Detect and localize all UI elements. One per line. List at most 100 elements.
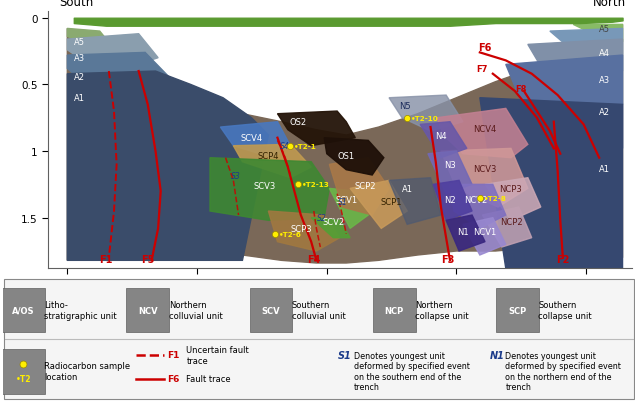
Text: N2: N2 <box>444 195 456 204</box>
Polygon shape <box>210 158 329 221</box>
Polygon shape <box>437 109 528 158</box>
Polygon shape <box>329 158 389 215</box>
Text: SCV3: SCV3 <box>253 182 276 191</box>
Text: N1: N1 <box>457 227 469 236</box>
FancyBboxPatch shape <box>249 288 292 333</box>
Text: Northern
colluvial unit: Northern colluvial unit <box>168 301 223 320</box>
Text: N5: N5 <box>399 102 410 111</box>
Polygon shape <box>450 185 506 229</box>
Text: N4: N4 <box>435 132 447 140</box>
Polygon shape <box>485 178 541 221</box>
Text: A/OS: A/OS <box>12 306 34 315</box>
Text: A3: A3 <box>599 75 611 85</box>
FancyBboxPatch shape <box>2 349 45 393</box>
Text: •T2-8: •T2-8 <box>484 195 507 201</box>
Text: Southern
collapse unit: Southern collapse unit <box>538 301 592 320</box>
FancyBboxPatch shape <box>126 288 169 333</box>
Text: S1: S1 <box>338 198 347 207</box>
Polygon shape <box>350 181 407 229</box>
Polygon shape <box>433 181 472 221</box>
Polygon shape <box>389 178 441 225</box>
Text: •T2-10: •T2-10 <box>411 115 439 122</box>
Text: Denotes youngest unit
deformed by specified event
on the northern end of the
tre: Denotes youngest unit deformed by specif… <box>505 351 621 391</box>
Polygon shape <box>278 112 355 146</box>
Polygon shape <box>482 207 531 247</box>
Polygon shape <box>68 29 113 48</box>
Text: SCP1: SCP1 <box>381 198 403 207</box>
Text: South: South <box>59 0 94 10</box>
Text: OS1: OS1 <box>338 151 355 160</box>
Text: NCP3: NCP3 <box>500 184 523 194</box>
Text: F1: F1 <box>100 254 113 264</box>
Text: SCV: SCV <box>262 306 280 315</box>
Text: F6: F6 <box>167 374 180 383</box>
Text: SCV2: SCV2 <box>322 218 345 227</box>
Text: A2: A2 <box>74 73 85 82</box>
Polygon shape <box>68 25 623 263</box>
Text: SCP2: SCP2 <box>355 182 376 191</box>
Polygon shape <box>234 145 311 178</box>
Text: North: North <box>593 0 626 10</box>
FancyBboxPatch shape <box>496 288 539 333</box>
Polygon shape <box>528 40 623 105</box>
Text: NCV3: NCV3 <box>473 165 497 174</box>
Text: Denotes youngest unit
deformed by specified event
on the southern end of the
tre: Denotes youngest unit deformed by specif… <box>353 351 470 391</box>
Text: SCP3: SCP3 <box>290 225 311 233</box>
Text: A1: A1 <box>402 184 413 194</box>
Text: F3: F3 <box>441 254 454 264</box>
Text: SCP4: SCP4 <box>258 151 279 160</box>
Polygon shape <box>506 56 623 149</box>
FancyBboxPatch shape <box>373 288 415 333</box>
Polygon shape <box>324 138 384 176</box>
Text: Fault trace: Fault trace <box>186 374 231 383</box>
Text: •T2-13: •T2-13 <box>302 182 330 188</box>
Text: •T2: •T2 <box>16 374 31 383</box>
Text: F1: F1 <box>167 350 180 359</box>
Polygon shape <box>68 53 171 92</box>
Polygon shape <box>480 99 623 269</box>
Text: NCV4: NCV4 <box>473 125 496 134</box>
Polygon shape <box>420 122 467 158</box>
Polygon shape <box>446 215 485 251</box>
Text: F2: F2 <box>556 254 570 264</box>
Text: S4: S4 <box>280 142 290 151</box>
Text: A2: A2 <box>599 107 610 116</box>
Text: N3: N3 <box>444 161 456 170</box>
Text: SCV1: SCV1 <box>335 195 357 204</box>
Text: NCP: NCP <box>385 306 404 315</box>
Text: •T2-1: •T2-1 <box>294 143 317 149</box>
Polygon shape <box>428 152 472 194</box>
Polygon shape <box>441 149 528 207</box>
Text: A1: A1 <box>599 165 610 174</box>
Polygon shape <box>269 211 339 251</box>
Text: Radiocarbon sample
location: Radiocarbon sample location <box>44 361 130 381</box>
Text: A3: A3 <box>74 54 85 63</box>
Text: S2: S2 <box>316 214 327 223</box>
Polygon shape <box>68 72 269 261</box>
Text: A1: A1 <box>74 94 85 103</box>
Text: NCP2: NCP2 <box>500 218 523 227</box>
Polygon shape <box>463 218 506 255</box>
Text: Northern
collapse unit: Northern collapse unit <box>415 301 469 320</box>
Text: S3: S3 <box>231 171 241 180</box>
Polygon shape <box>220 122 290 158</box>
Text: Litho-
stratigraphic unit: Litho- stratigraphic unit <box>44 301 117 320</box>
Text: N1: N1 <box>489 350 505 360</box>
Text: SCV4: SCV4 <box>241 134 263 143</box>
Text: NCV1: NCV1 <box>473 227 496 236</box>
Text: NCV2: NCV2 <box>464 195 487 204</box>
Text: SCP: SCP <box>508 306 526 315</box>
Text: Uncertain fault
trace: Uncertain fault trace <box>186 345 249 365</box>
Text: F5: F5 <box>141 254 154 264</box>
Polygon shape <box>573 25 623 43</box>
Polygon shape <box>311 218 350 238</box>
Text: A4: A4 <box>599 49 610 58</box>
Text: S1: S1 <box>338 350 352 360</box>
Text: F4: F4 <box>307 254 320 264</box>
Text: A5: A5 <box>599 25 610 34</box>
Polygon shape <box>329 189 368 229</box>
X-axis label: meters: meters <box>322 290 358 300</box>
Text: NCV: NCV <box>138 306 158 315</box>
Text: F7: F7 <box>477 65 488 74</box>
Polygon shape <box>550 29 623 72</box>
